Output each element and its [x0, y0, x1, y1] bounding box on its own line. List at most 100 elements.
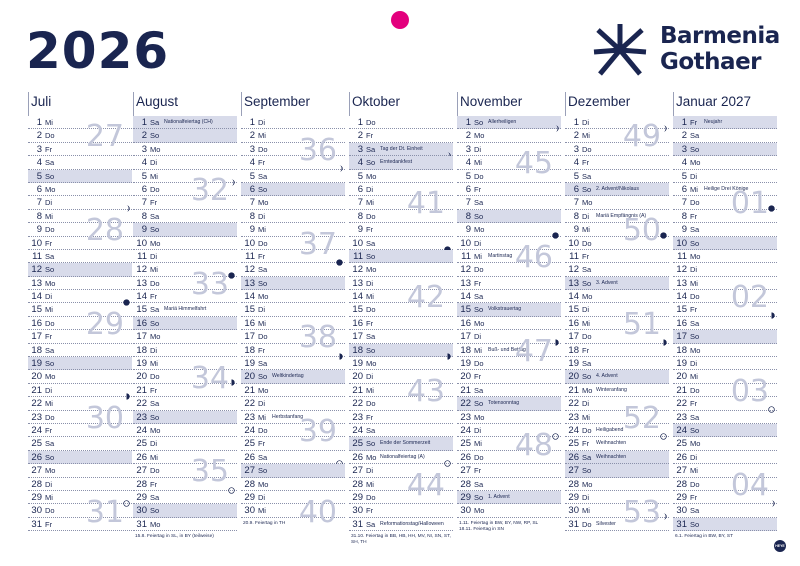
weekday-label: So: [690, 519, 700, 529]
new-moon-icon: [444, 240, 451, 253]
day-number: 20: [136, 371, 147, 383]
day-row: 10 So: [673, 236, 777, 250]
day-number: 9: [573, 224, 579, 236]
day-number: 28: [31, 478, 42, 490]
weekday-label: Do: [258, 425, 268, 435]
waning-moon-icon: [552, 119, 559, 132]
day-number: 7: [357, 197, 363, 209]
day-row: 27 Fr: [457, 464, 561, 478]
day-row: 29 Di: [241, 491, 345, 505]
day-number: 3: [465, 143, 471, 155]
holiday-footnote: 20.9. Feiertag in TH: [243, 520, 286, 526]
day-row: 9 Mi: [565, 223, 669, 239]
holiday-label: Mariä Himmelfahrt: [164, 306, 207, 313]
weekday-label: Sa: [45, 439, 55, 449]
day-row: 23 Mi: [565, 411, 669, 424]
weekday-label: So: [258, 372, 268, 382]
day-number: 2: [465, 130, 471, 142]
weekday-label: Mo: [690, 345, 701, 355]
weekday-label: Fr: [258, 439, 266, 449]
holiday-label: Martinstag: [488, 252, 513, 259]
day-row: 16 Mi: [565, 317, 669, 331]
weekday-label: Sa: [366, 238, 376, 248]
day-number: 1: [141, 117, 147, 128]
day-row: 30 Fr: [349, 504, 453, 518]
day-number: 10: [244, 237, 255, 249]
day-row: 7 Mo: [565, 196, 669, 210]
day-row: 13 Di: [349, 277, 453, 291]
weekday-label: So: [366, 158, 376, 168]
day-row: 19 Do: [457, 357, 561, 371]
weekday-label: Fr: [582, 439, 590, 449]
day-row: 24 Do: [241, 424, 345, 438]
day-row: 13 Mi: [673, 277, 777, 291]
day-number: 11: [569, 250, 579, 262]
weekday-label: Di: [474, 332, 482, 342]
waxing-moon-icon: [123, 387, 130, 400]
day-number: 22: [136, 398, 147, 410]
day-row: 22 Do: [349, 397, 453, 411]
day-number: 21: [352, 384, 363, 396]
holiday-label: Nationalfeiertag (CH): [164, 119, 213, 125]
holiday-label: Weltkindertag: [272, 373, 304, 380]
day-row: 2 So: [133, 129, 237, 143]
day-number: 28: [568, 478, 579, 490]
day-row: 15 Fr: [673, 303, 777, 320]
day-row: 18 Di: [133, 344, 237, 358]
holiday-footnote: 1.11. Feiertag in BW, BY, NW, RP, SL 18.…: [459, 520, 539, 532]
weekday-label: Do: [690, 198, 700, 208]
day-row: 24 Fr: [28, 424, 132, 438]
weekday-label: Mi: [258, 225, 266, 235]
day-row: 10 Sa: [349, 237, 453, 253]
day-row: 30 So: [133, 504, 237, 518]
day-number: 15: [676, 304, 687, 316]
weekday-label: Fr: [366, 318, 374, 328]
day-number: 2: [249, 130, 255, 142]
day-row: 24 Mo: [133, 424, 237, 438]
holiday-label: Tag der Dt. Einheit: [380, 145, 423, 152]
day-number: 15: [244, 304, 255, 316]
day-number: 21: [568, 384, 579, 396]
day-row: 4 Mi: [457, 156, 561, 170]
holiday-footnote: 31.10. Feiertag in BB, HB, HH, MV, NI, S…: [351, 534, 451, 546]
day-row: 23 Do: [28, 411, 132, 424]
weekday-label: Do: [45, 506, 55, 516]
day-row: 21 Do: [673, 384, 777, 398]
day-row: 1 So Allerheiligen: [457, 116, 561, 132]
day-row: 10 Do: [241, 237, 345, 250]
day-row: 5 Mi: [133, 170, 237, 186]
weekday-label: So: [258, 278, 268, 288]
day-number: 13: [352, 277, 363, 289]
weekday-label: Fr: [690, 118, 698, 127]
day-number: 19: [568, 358, 579, 370]
day-row: 28 Mo: [241, 478, 345, 491]
weekday-label: So: [366, 345, 376, 355]
day-number: 6: [465, 183, 471, 195]
weekday-label: Fr: [45, 519, 53, 529]
waning-moon-icon: [336, 159, 343, 172]
day-row: 7 Mo: [241, 196, 345, 210]
holiday-label: Allerheiligen: [488, 119, 517, 125]
day-row: 15 So Volkstrauertag: [457, 303, 561, 317]
day-number: 1: [681, 117, 687, 128]
day-row: 25 Di: [133, 437, 237, 451]
day-row: 8 Di: [241, 210, 345, 224]
day-number: 6: [357, 183, 363, 195]
day-row: 17 Do: [241, 330, 345, 344]
day-number: 14: [676, 291, 687, 303]
day-number: 9: [357, 224, 363, 236]
day-number: 19: [460, 358, 471, 370]
day-list: 1 Fr Neujahr 2 Sa 3 So 4 Mo 5 Di 6 Mi Heilige Drei Kö…: [673, 116, 777, 532]
day-row: 5 Di: [673, 170, 777, 183]
day-row: 3 Do: [565, 143, 669, 157]
day-number: 18: [31, 344, 42, 356]
day-row: 12 Sa: [565, 263, 669, 277]
day-row: 9 Mo: [457, 223, 561, 239]
weekday-label: Do: [258, 144, 268, 154]
day-number: 1: [573, 117, 579, 128]
waxing-moon-icon: [660, 333, 667, 346]
day-row: 10 Mo: [133, 237, 237, 250]
day-row: 26 Mo Nationalfeiertag (A): [349, 451, 453, 467]
waning-moon-icon: [768, 494, 775, 507]
weekday-label: Sa: [150, 211, 160, 221]
